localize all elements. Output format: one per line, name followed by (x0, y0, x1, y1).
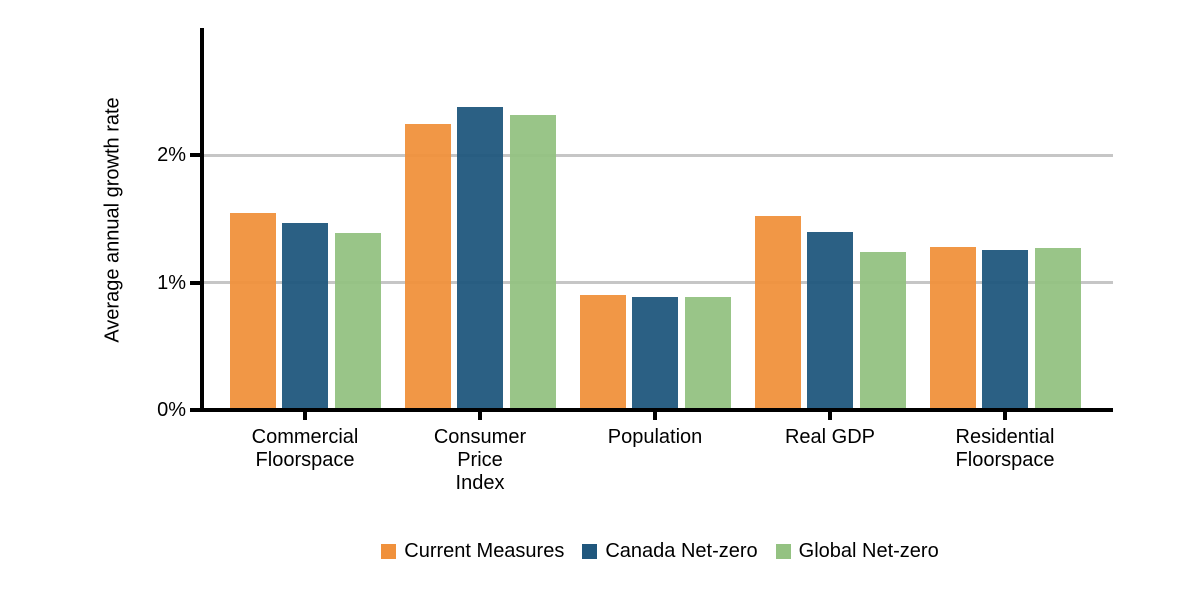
legend-swatch-icon (381, 544, 397, 559)
legend-item-canada-net-zero: Canada Net-zero (582, 540, 758, 563)
legend-label: Canada Net-zero (605, 540, 758, 562)
y-tick-label-0pct: 0% (157, 399, 186, 421)
bar-current-measures-residential-floorspace (929, 247, 976, 410)
legend-label: Current Measures (404, 540, 565, 562)
bar-canada-net-zero-population (632, 296, 678, 410)
category-label-commercial-floorspace: Commercial Floorspace (251, 426, 359, 471)
bar-canada-net-zero-real-gdp (807, 231, 853, 410)
y-axis-line (200, 28, 204, 412)
x-axis-tick-residential-floorspace (1003, 412, 1007, 420)
y-tick-label-1pct: 1% (157, 271, 186, 294)
bar-current-measures-real-gdp (754, 216, 801, 410)
x-axis-tick-population (653, 412, 657, 420)
bar-global-net-zero-commercial-floorspace (334, 233, 381, 410)
category-label-consumer-price-index: Consumer Price Index (433, 426, 527, 494)
bar-global-net-zero-residential-floorspace (1034, 248, 1081, 410)
gridline-1pct (202, 281, 1113, 285)
y-tick-label-2pct: 2% (157, 144, 186, 167)
bar-current-measures-population (579, 295, 626, 410)
y-axis-title: Average annual growth rate (101, 97, 124, 343)
x-axis-tick-commercial-floorspace (303, 412, 307, 420)
category-label-population: Population (607, 426, 703, 448)
bar-canada-net-zero-consumer-price-index (457, 106, 503, 410)
legend-swatch-icon (582, 544, 598, 559)
y-axis-tick-1pct (190, 280, 202, 285)
bar-global-net-zero-real-gdp (859, 252, 906, 410)
bar-global-net-zero-population (684, 296, 731, 410)
legend-item-global-net-zero: Global Net-zero (775, 540, 939, 563)
y-axis-tick-2pct (190, 153, 202, 158)
gridline-2pct (202, 153, 1113, 157)
bar-current-measures-commercial-floorspace (229, 212, 276, 410)
bar-canada-net-zero-residential-floorspace (982, 249, 1028, 410)
legend-swatch-icon (775, 544, 791, 559)
bar-canada-net-zero-commercial-floorspace (282, 222, 328, 410)
x-axis-tick-real-gdp (828, 412, 832, 420)
y-axis-tick-0pct (190, 408, 202, 412)
x-axis-line (200, 408, 1113, 412)
legend: Current Measures Canada Net-zero Global Ne… (120, 540, 1200, 563)
plot-area (202, 28, 1113, 410)
legend-item-current-measures: Current Measures (381, 540, 564, 563)
legend-label: Global Net-zero (798, 540, 939, 562)
x-axis-tick-consumer-price-index (478, 412, 482, 420)
category-label-real-gdp: Real GDP (784, 426, 876, 448)
category-label-residential-floorspace: Residential Floorspace (955, 426, 1055, 471)
bar-current-measures-consumer-price-index (404, 123, 451, 410)
bar-global-net-zero-consumer-price-index (509, 114, 556, 410)
